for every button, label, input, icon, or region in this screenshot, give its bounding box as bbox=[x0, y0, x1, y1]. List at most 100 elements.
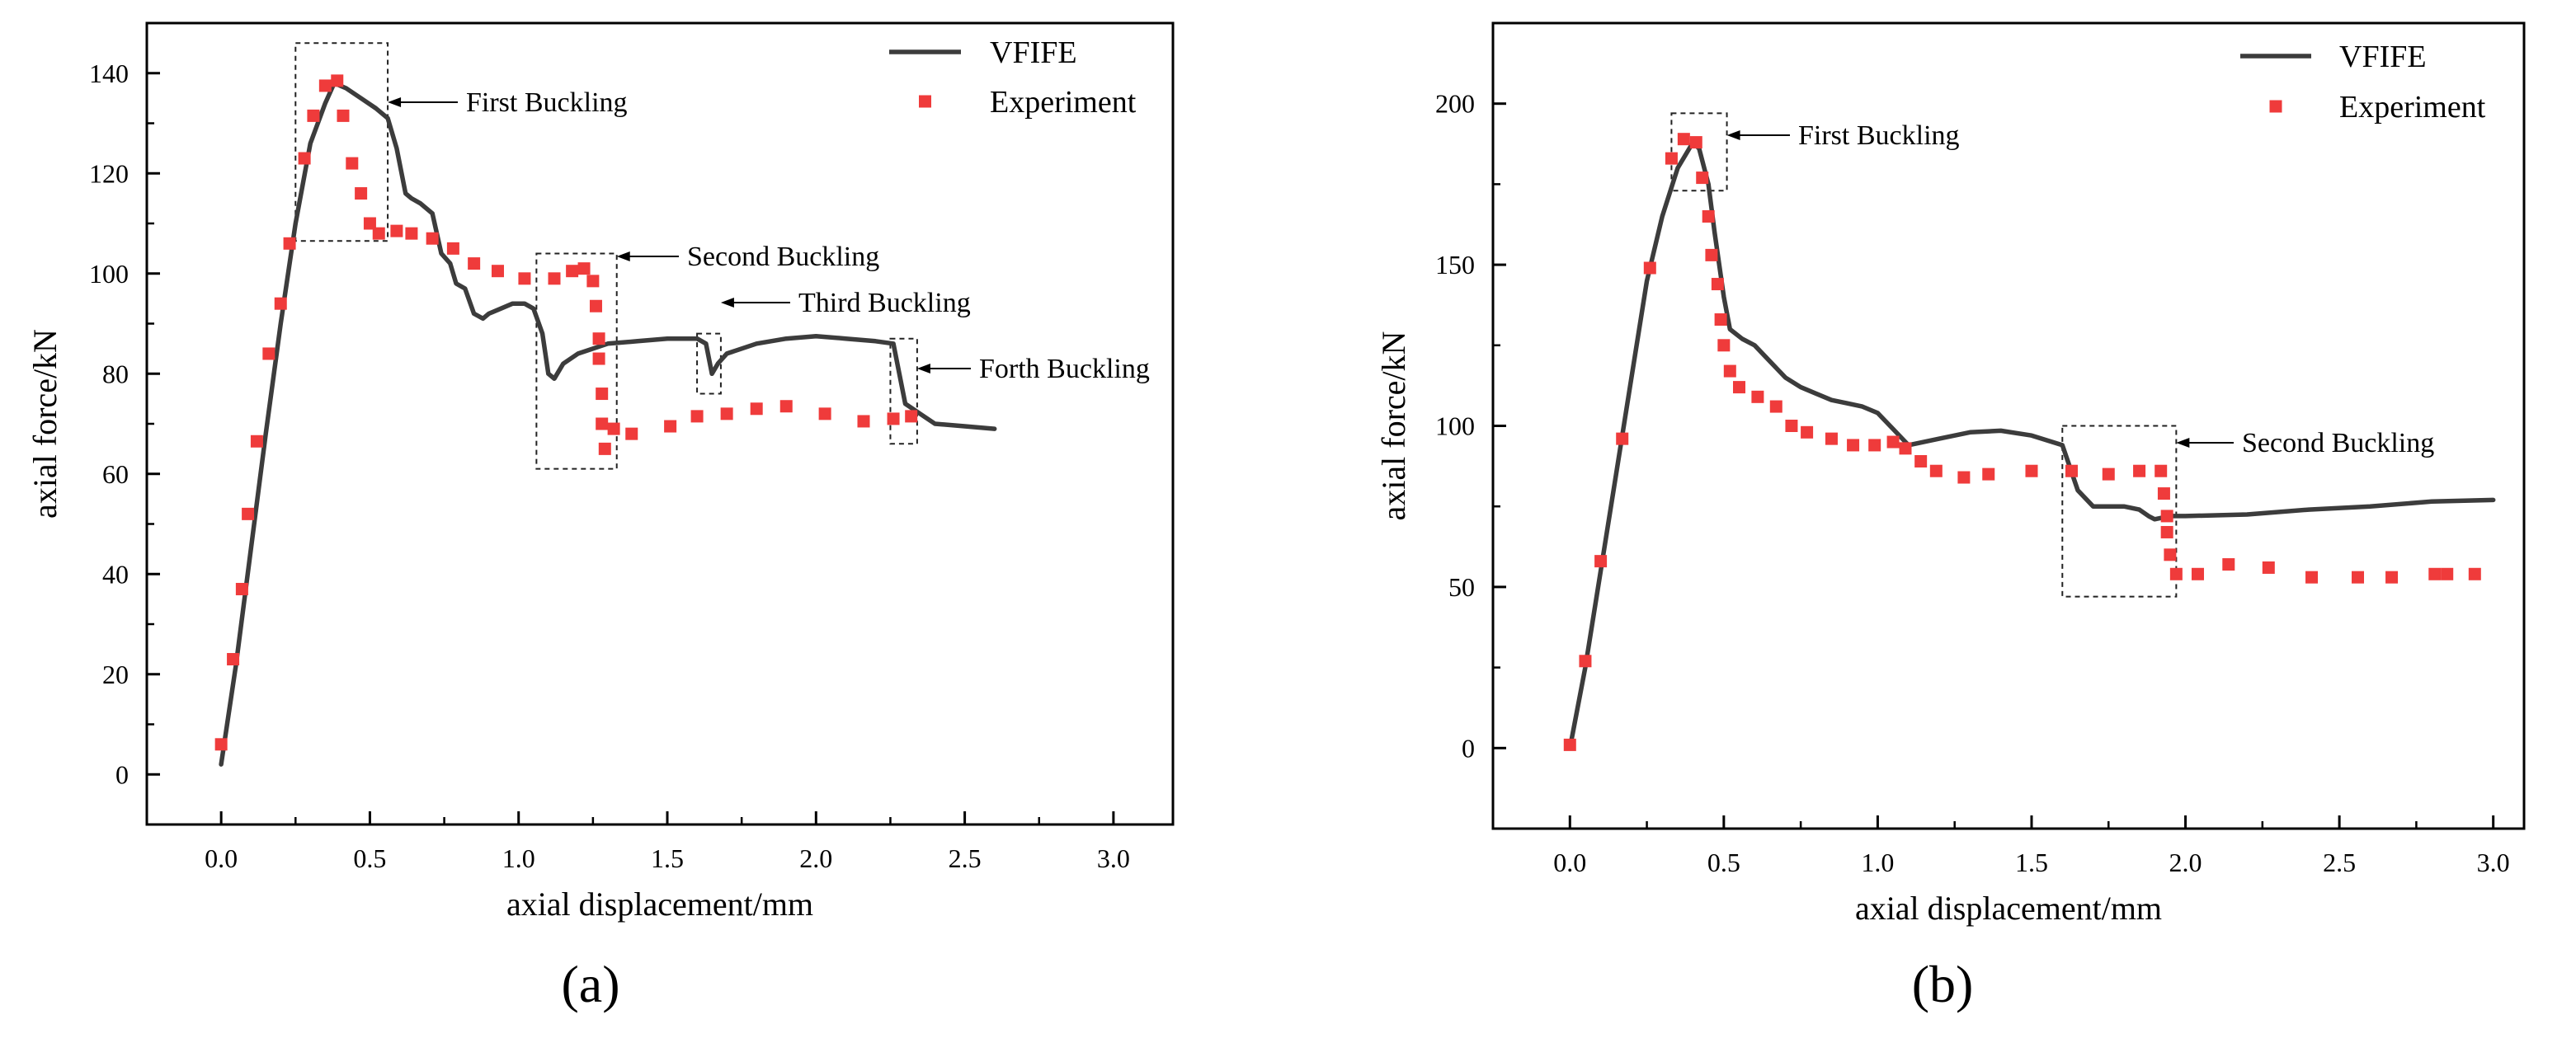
experiment-point bbox=[1929, 464, 1943, 477]
experiment-point bbox=[242, 507, 255, 520]
y-tick-label: 200 bbox=[1435, 89, 1475, 119]
experiment-point bbox=[491, 265, 504, 278]
panel-caption: (b) bbox=[1912, 955, 1974, 1013]
experiment-point bbox=[337, 109, 350, 122]
experiment-point bbox=[363, 217, 376, 230]
annotation-arrowhead bbox=[616, 251, 630, 261]
experiment-point bbox=[905, 410, 918, 423]
experiment-point bbox=[262, 347, 275, 360]
experiment-point bbox=[1702, 209, 1715, 223]
x-tick-label: 2.0 bbox=[799, 843, 832, 873]
y-tick-label: 140 bbox=[89, 59, 129, 88]
annotation-arrowhead bbox=[1726, 130, 1740, 140]
experiment-point bbox=[2065, 464, 2078, 477]
experiment-point bbox=[586, 275, 600, 288]
experiment-point bbox=[2191, 567, 2204, 580]
experiment-point bbox=[298, 152, 311, 165]
legend-vfife-label: VFIFE bbox=[2339, 40, 2427, 74]
experiment-point bbox=[1733, 381, 1746, 394]
series-vfife-line bbox=[219, 81, 997, 767]
experiment-point bbox=[1801, 425, 1814, 439]
x-axis-label: axial displacement/mm bbox=[1855, 890, 2162, 927]
annotation-label: First Buckling bbox=[466, 87, 628, 118]
annotation-label: Second Buckling bbox=[687, 242, 879, 272]
experiment-point bbox=[577, 262, 591, 275]
experiment-point bbox=[2385, 571, 2399, 584]
buckling-box bbox=[1670, 112, 1728, 192]
x-tick-label: 1.0 bbox=[1861, 848, 1894, 877]
experiment-point bbox=[1886, 435, 1900, 449]
x-tick-label: 2.0 bbox=[2169, 848, 2202, 877]
experiment-point bbox=[1769, 400, 1782, 413]
experiment-point bbox=[1689, 136, 1702, 149]
y-tick-label: 100 bbox=[1435, 411, 1475, 441]
experiment-point bbox=[592, 332, 605, 345]
experiment-point bbox=[405, 227, 418, 240]
y-tick-label: 50 bbox=[1448, 572, 1475, 602]
experiment-point bbox=[235, 582, 248, 595]
x-tick-label: 3.0 bbox=[1097, 843, 1130, 873]
experiment-point bbox=[1785, 420, 1798, 432]
experiment-point bbox=[1914, 454, 1928, 467]
experiment-point bbox=[1899, 442, 1912, 455]
experiment-point bbox=[2160, 525, 2173, 538]
experiment-point bbox=[750, 402, 763, 416]
experiment-point bbox=[2428, 567, 2442, 580]
x-tick-label: 0.0 bbox=[205, 843, 238, 873]
experiment-point bbox=[468, 257, 481, 270]
x-tick-label: 0.5 bbox=[353, 843, 386, 873]
experiment-point bbox=[1751, 390, 1764, 403]
x-tick-label: 1.5 bbox=[651, 843, 684, 873]
experiment-point bbox=[1717, 339, 1731, 352]
experiment-point bbox=[857, 415, 870, 428]
experiment-point bbox=[2305, 571, 2319, 584]
experiment-point bbox=[779, 400, 793, 413]
experiment-point bbox=[596, 388, 609, 401]
experiment-point bbox=[664, 420, 677, 433]
experiment-point bbox=[1563, 738, 1576, 751]
experiment-point bbox=[598, 442, 611, 455]
experiment-point bbox=[625, 427, 638, 440]
x-tick-label: 2.5 bbox=[2323, 848, 2356, 877]
chart-panel-a: 0.0 0.5 1.0 1.5 2.0 2.5 3.0 0 20 40 60 80 100 120 140 a… bbox=[26, 21, 1175, 1013]
legend-experiment-label: Experiment bbox=[990, 85, 1137, 120]
experiment-point bbox=[346, 157, 359, 170]
experiment-point bbox=[274, 297, 287, 310]
experiment-point bbox=[1723, 364, 1736, 378]
experiment-point bbox=[1711, 278, 1724, 291]
annotation-arrowhead bbox=[388, 97, 402, 107]
experiment-point bbox=[818, 407, 831, 420]
experiment-point bbox=[2102, 467, 2115, 481]
experiment-point bbox=[372, 227, 385, 240]
y-tick-label: 0 bbox=[115, 759, 129, 789]
experiment-point bbox=[390, 224, 403, 237]
experiment-point bbox=[426, 232, 439, 245]
series-vfife-line bbox=[1567, 139, 2496, 751]
experiment-point bbox=[2262, 561, 2275, 574]
y-tick-label: 0 bbox=[1462, 733, 1475, 763]
experiment-point bbox=[2222, 558, 2235, 571]
experiment-point bbox=[446, 242, 459, 255]
annotation-arrowhead bbox=[916, 364, 930, 373]
x-tick-label: 2.5 bbox=[949, 843, 982, 873]
buckling-box bbox=[535, 252, 618, 470]
experiment-point bbox=[318, 79, 332, 92]
experiment-point bbox=[887, 412, 900, 425]
experiment-point bbox=[607, 422, 620, 435]
plot-frame bbox=[145, 21, 1175, 826]
experiment-point bbox=[355, 187, 368, 200]
x-tick-label: 1.0 bbox=[502, 843, 535, 873]
y-axis-label: axial force/kN bbox=[1375, 331, 1412, 521]
annotation-label: Third Buckling bbox=[798, 288, 971, 318]
y-tick-label: 150 bbox=[1435, 250, 1475, 280]
plot-frame bbox=[1491, 21, 2526, 830]
experiment-point bbox=[720, 407, 733, 420]
annotation-label: Forth Buckling bbox=[979, 354, 1150, 384]
experiment-point bbox=[1957, 471, 1971, 484]
experiment-point bbox=[1825, 432, 1838, 445]
experiment-point bbox=[2352, 571, 2365, 584]
experiment-point bbox=[1982, 467, 1995, 481]
experiment-point bbox=[690, 410, 704, 423]
annotation-arrowhead bbox=[720, 298, 734, 308]
